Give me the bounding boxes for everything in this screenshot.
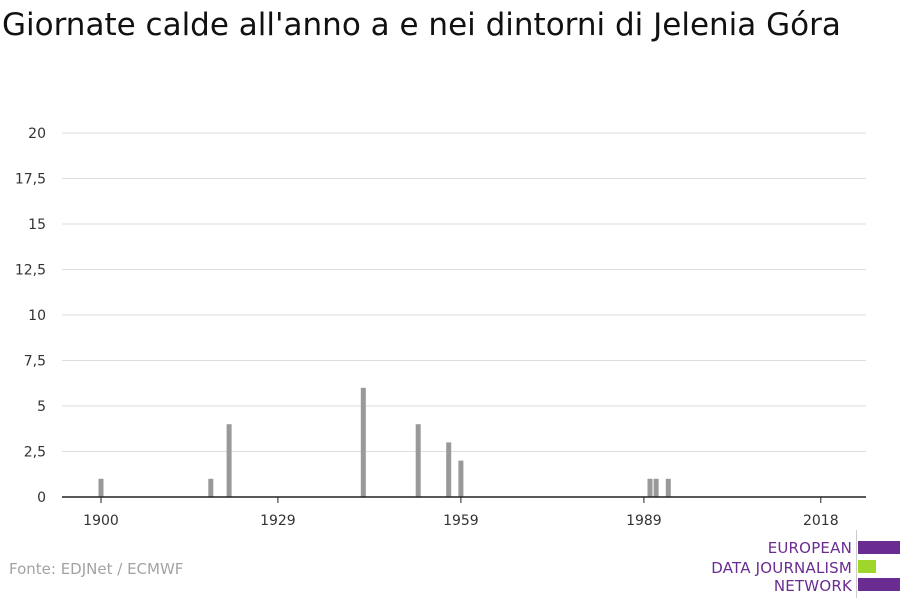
y-tick-label: 2,5	[24, 445, 46, 461]
x-tick-label: 1929	[260, 513, 296, 529]
logo-line-1: EUROPEAN	[767, 539, 852, 557]
bar	[665, 478, 671, 497]
bar	[208, 478, 214, 497]
y-tick-label: 17,5	[15, 172, 46, 188]
bar	[98, 478, 104, 497]
bar	[360, 387, 366, 497]
y-tick-label: 7,5	[24, 354, 46, 370]
x-tick-label: 2018	[803, 513, 839, 529]
chart-title: Giornate calde all'anno a e nei dintorni…	[2, 7, 841, 43]
x-tick-label: 1900	[83, 513, 119, 529]
y-tick-label: 15	[28, 217, 46, 233]
logo-line-3: NETWORK	[773, 577, 852, 595]
bar	[415, 424, 421, 497]
logo-line-2: DATA JOURNALISM	[711, 559, 852, 577]
logo-divider	[856, 530, 857, 598]
logo-bar-purple-bottom	[858, 578, 900, 591]
y-tick-label: 20	[28, 126, 46, 142]
x-tick-label: 1989	[626, 513, 662, 529]
y-tick-label: 12,5	[15, 263, 46, 279]
bar	[446, 442, 452, 497]
logo-bar-purple-top	[858, 541, 900, 554]
bar	[226, 424, 232, 497]
edjnet-logo: EUROPEAN DATA JOURNALISM NETWORK	[690, 530, 900, 600]
bar	[458, 460, 464, 497]
logo-bar-green	[858, 560, 876, 573]
bar	[653, 478, 659, 497]
bar	[647, 478, 653, 497]
x-tick-label: 1959	[443, 513, 479, 529]
y-tick-label: 0	[37, 490, 46, 506]
y-tick-label: 10	[28, 308, 46, 324]
source-note: Fonte: EDJNet / ECMWF	[9, 560, 184, 578]
y-tick-label: 5	[37, 399, 46, 415]
